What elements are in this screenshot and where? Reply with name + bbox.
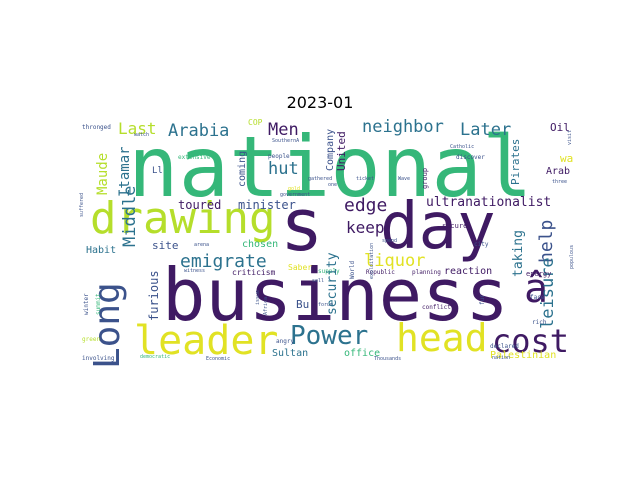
word-cloud: national business day s drawing leader h…	[79, 117, 580, 369]
word-keep: keep	[346, 218, 385, 237]
word-liquor: liquor	[364, 251, 426, 271]
word-coming: coming	[237, 150, 248, 187]
word-gathered: gathered	[308, 176, 333, 182]
word-saber: Saber	[288, 263, 313, 272]
word-visit: visit	[567, 129, 573, 145]
word-bu: Bu	[296, 298, 310, 311]
word-angry: angry	[276, 338, 295, 345]
word-taking: taking	[511, 230, 526, 277]
word-government: government	[280, 192, 311, 198]
word-world: World	[349, 260, 356, 279]
word-last: Last	[118, 119, 157, 138]
word-leader: leader	[134, 318, 279, 364]
word-conflict: conflict	[422, 304, 451, 311]
word-forum: forum	[318, 302, 334, 308]
word-ultranationalist: ultranationalist	[426, 195, 552, 210]
word-arab: Arab	[546, 166, 571, 177]
word-declared: declared	[490, 343, 519, 350]
word-southern: SouthernA	[272, 138, 300, 144]
word-cop: COP	[248, 118, 263, 127]
word-oil: Oil	[550, 121, 570, 134]
word-energy: energy	[526, 270, 552, 278]
word-populous: populous	[569, 244, 575, 269]
word-men: Men	[268, 120, 299, 140]
chart-title: 2023-01	[286, 93, 354, 112]
word-criticism: criticism	[232, 268, 276, 277]
word-arena: arena	[194, 242, 210, 248]
word-s: s	[280, 183, 324, 267]
word-witness: witness	[184, 268, 206, 274]
word-ticket: ticket	[356, 176, 375, 182]
word-republic: Republic	[366, 269, 395, 276]
word-africa: Africa	[263, 296, 269, 315]
word-group: group	[421, 167, 429, 189]
word-itamar: Itamar	[117, 146, 133, 197]
word-site: site	[152, 239, 179, 252]
word-company: Company	[325, 128, 336, 171]
word-hut: hut	[268, 159, 299, 179]
word-involving: involving	[82, 355, 115, 362]
word-day: day	[380, 190, 496, 264]
word-people: people	[268, 153, 290, 160]
word-business: business	[162, 253, 509, 337]
word-gold: gold	[288, 186, 301, 192]
word-discover: discover	[456, 154, 485, 161]
word-neighbor: neighbor	[362, 117, 444, 137]
word-planning: planning	[412, 269, 441, 276]
word-economic: Economic	[206, 356, 231, 362]
word-edge: edge	[344, 195, 388, 216]
word-pirates: Pirates	[509, 138, 522, 185]
word-united: United	[335, 131, 348, 171]
word-toured: toured	[178, 198, 222, 212]
word-habit: Habit	[86, 245, 117, 256]
word-wa: wa	[560, 152, 574, 165]
word-security: security	[325, 252, 340, 315]
word-thronged: thronged	[82, 124, 111, 131]
word-watch: watch	[134, 132, 150, 138]
word-spend: spend	[382, 238, 398, 244]
word-head: head	[396, 316, 488, 360]
word-three: three	[552, 179, 568, 185]
word-fur: fur	[479, 294, 486, 305]
word-minister: minister	[238, 198, 296, 212]
word-suffered: suffered	[79, 192, 85, 217]
word-city: city	[474, 241, 489, 248]
word-a-circ: â	[524, 266, 549, 312]
word-wave: Wave	[398, 176, 411, 182]
word-emigrate: emigrate	[180, 251, 267, 272]
word-sultan: Sultan	[272, 348, 309, 359]
word-democratic: democratic	[140, 354, 171, 360]
word-rich: rich	[532, 319, 547, 326]
word-office: office	[344, 348, 381, 359]
word-later: Later	[460, 120, 512, 140]
word-furious: furious	[147, 270, 161, 321]
word-secure: secure	[442, 222, 468, 230]
word-exploitation: exploitation	[369, 242, 375, 279]
word-palestinian: Palestinian	[490, 350, 557, 361]
word-catholic: Catholic	[450, 144, 475, 150]
word-arabia: Arabia	[168, 121, 230, 141]
word-supply: supply	[318, 268, 340, 275]
word-face: face	[530, 294, 545, 301]
word-national: national	[128, 118, 533, 216]
word-chosen: chosen	[242, 239, 279, 250]
word-one: one	[328, 182, 338, 188]
word-green: green	[82, 336, 101, 343]
word-thousands: Thousands	[374, 356, 402, 362]
word-maude: Maude	[95, 152, 111, 195]
word-nation: nation	[492, 355, 511, 361]
word-issue: issue	[255, 289, 261, 305]
word-winter: winter	[83, 293, 90, 315]
word-power: Power	[290, 321, 369, 351]
word-ll: Ll	[152, 166, 163, 176]
word-sell: sell	[312, 278, 325, 284]
word-summit: summit	[95, 293, 102, 315]
word-extensive: extensive	[178, 154, 211, 161]
word-cost: cost	[492, 322, 570, 360]
word-reaction: reaction	[444, 266, 493, 277]
word-drawing: drawing	[90, 193, 276, 244]
